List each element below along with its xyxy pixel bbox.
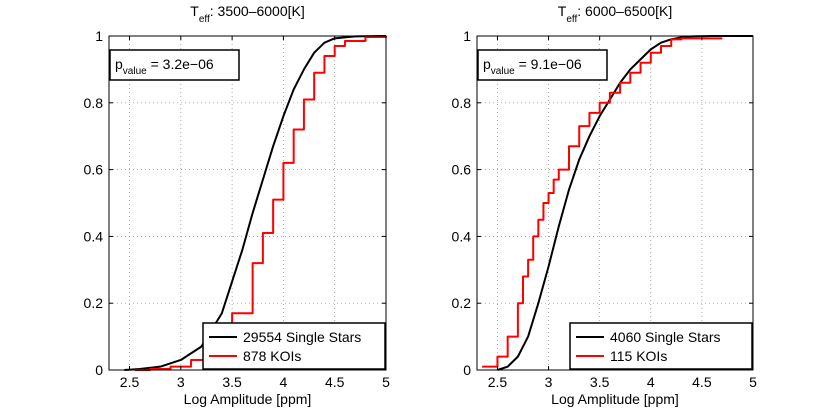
y-tick-label: 1 — [463, 28, 471, 44]
title-subscript: eff — [199, 14, 210, 25]
plot-area — [109, 36, 386, 370]
x-tick-label: 3.5 — [590, 374, 610, 390]
pvalue-subscript: value — [123, 66, 147, 77]
legend-label-0: 29554 Single Stars — [243, 329, 361, 345]
chart-title: Teff: 6000–6500[K] — [558, 3, 672, 25]
pvalue-annotation: pvalue = 3.2e−06 — [115, 56, 214, 77]
pvalue-annotation: pvalue = 9.1e−06 — [483, 56, 582, 77]
x-tick-label: 4 — [280, 374, 288, 390]
title-rest: : 6000–6500[K] — [577, 3, 672, 19]
y-tick-label: 0 — [463, 362, 471, 378]
x-tick-label: 5 — [749, 374, 757, 390]
y-tick-label: 0.6 — [84, 162, 104, 178]
legend-label-1: 878 KOIs — [243, 348, 301, 364]
pvalue-subscript: value — [491, 66, 515, 77]
pvalue-main: p — [483, 56, 491, 72]
axes-frame — [476, 35, 754, 371]
series-line-0 — [124, 35, 387, 371]
x-tick-label: 2.5 — [120, 374, 140, 390]
y-tick-label: 1 — [95, 28, 103, 44]
x-tick-label: 3 — [177, 374, 185, 390]
pvalue-rest: = 3.2e−06 — [147, 56, 214, 72]
pvalue-rest: = 9.1e−06 — [515, 56, 582, 72]
y-tick-label: 0.6 — [452, 162, 472, 178]
x-tick-label: 3 — [545, 374, 553, 390]
y-tick-label: 0.4 — [84, 228, 104, 244]
pvalue-box — [477, 49, 608, 81]
pvalue-box — [109, 49, 240, 81]
x-axis-label: Log Amplitude [ppm] — [184, 391, 312, 407]
series-line-1 — [134, 36, 387, 371]
axes-frame — [108, 35, 387, 371]
panel-right: 2.5 3 3.5 4 4.5 5 0 0.2 0.4 0.6 0.8 1 Log Amplitude … — [452, 3, 758, 407]
x-tick-label: 3.5 — [222, 374, 242, 390]
x-tick-label: 4 — [647, 374, 655, 390]
y-tick-label: 0.4 — [452, 228, 472, 244]
title-rest: : 3500–6000[K] — [210, 3, 305, 19]
chart-title: Teff: 3500–6000[K] — [190, 3, 304, 25]
x-tick-label: 4.5 — [325, 374, 345, 390]
y-tick-label: 0.8 — [452, 95, 472, 111]
x-axis-label: Log Amplitude [ppm] — [551, 391, 679, 407]
legend-box — [202, 322, 386, 370]
series-line-0 — [497, 35, 753, 371]
x-tick-label: 4.5 — [692, 374, 712, 390]
legend-box — [569, 322, 753, 370]
legend-label-0: 4060 Single Stars — [610, 329, 721, 345]
y-tick-label: 0.2 — [84, 295, 104, 311]
y-tick-label: 0.2 — [452, 295, 472, 311]
series-line-1 — [482, 37, 723, 368]
pvalue-main: p — [115, 56, 123, 72]
title-main: T — [190, 3, 199, 19]
title-subscript: eff — [566, 14, 577, 25]
x-tick-label: 5 — [382, 374, 390, 390]
y-tick-label: 0 — [95, 362, 103, 378]
x-tick-label: 2.5 — [488, 374, 508, 390]
legend-label-1: 115 KOIs — [610, 348, 667, 364]
y-tick-label: 0.8 — [84, 95, 104, 111]
title-main: T — [558, 3, 567, 19]
panel-left: 2.5 3 3.5 4 4.5 5 0 0.2 0.4 0.6 0.8 1 Log Amplitude … — [84, 3, 391, 407]
